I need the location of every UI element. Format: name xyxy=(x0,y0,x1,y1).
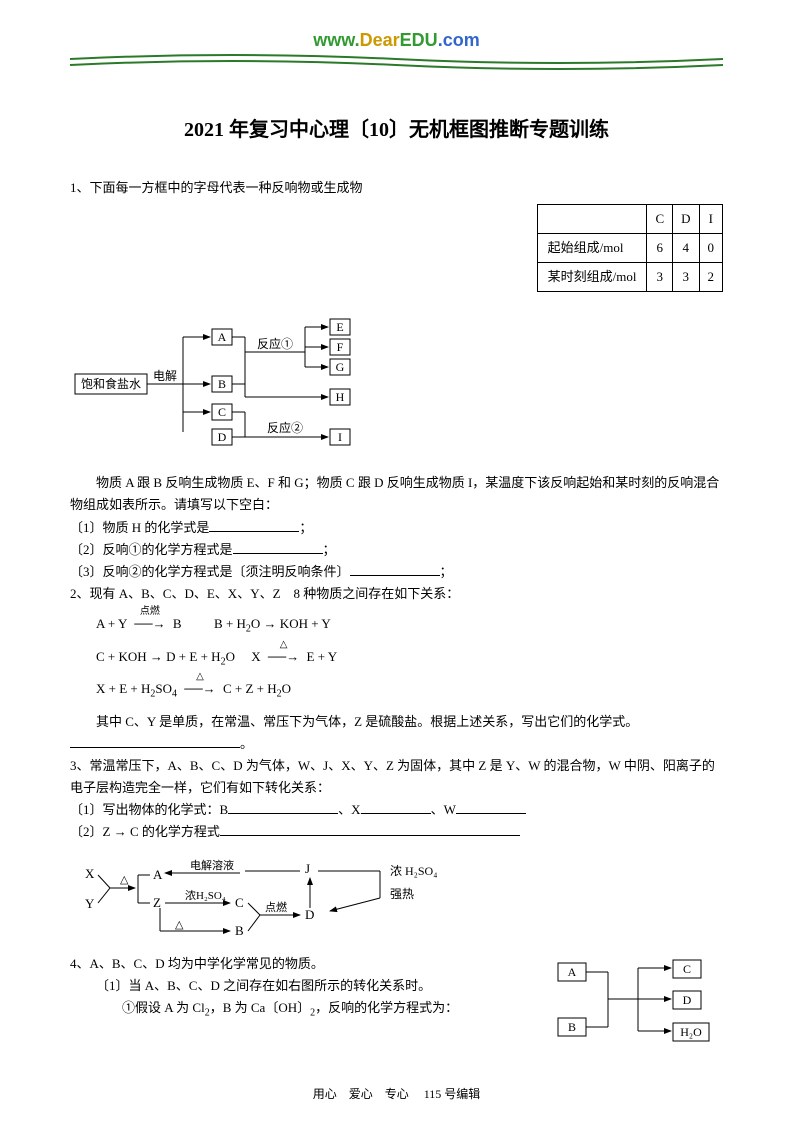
svg-text:C: C xyxy=(683,962,691,976)
url-edu: EDU xyxy=(400,30,438,50)
arrow-burning: 点燃──→ xyxy=(130,613,169,635)
url-www: www. xyxy=(313,30,359,50)
q1-g: G xyxy=(336,360,345,374)
q1-start: 饱和食盐水 xyxy=(81,376,141,391)
svg-text:△: △ xyxy=(120,874,129,886)
q4-diagram: A B C D H₂O xyxy=(553,953,723,1048)
url-dear: Dear xyxy=(360,30,400,50)
q2-eq-line3: X + E + H2SO4 △──→ C + Z + H2O xyxy=(96,678,723,703)
svg-text:C: C xyxy=(235,895,244,910)
table-header-blank xyxy=(537,205,647,234)
q3-sub2: 〔2〕Z → C 的化学方程式 xyxy=(70,821,723,843)
q1-sub1: 〔1〕物质 H 的化学式是； xyxy=(70,517,723,539)
q3-sub1: 〔1〕写出物体的化学式：B、X、W xyxy=(70,799,723,821)
table-r1c0: 3 xyxy=(647,263,673,292)
svg-text:浓H₂SO₄: 浓H₂SO₄ xyxy=(185,889,226,902)
page: www.DearEDU.com 2021 年复习中心理〔10〕无机框图推断专题训… xyxy=(0,0,793,1122)
q1-sub2: 〔2〕反响①的化学方程式是； xyxy=(70,539,723,561)
page-title: 2021 年复习中心理〔10〕无机框图推断专题训练 xyxy=(70,113,723,142)
q1-f: F xyxy=(337,340,344,354)
body: 1、下面每一方框中的字母代表一种反响物或生成物 C D I 起始组成/mol 6… xyxy=(70,177,723,1048)
table-header-i: I xyxy=(699,205,723,234)
q1-electrolysis: 电解 xyxy=(153,369,177,383)
svg-text:D: D xyxy=(683,993,692,1007)
q2-eq-line2: C + KOH → D + E + H2O X △──→ E + Y xyxy=(96,646,723,671)
table-row0-label: 起始组成/mol xyxy=(537,234,647,263)
svg-text:△: △ xyxy=(175,919,184,931)
svg-text:J: J xyxy=(305,861,310,876)
q3-diagram: X Y △ A Z 电解溶液 浓H₂SO₄ C △ B xyxy=(70,853,540,943)
svg-text:X: X xyxy=(85,866,95,881)
q1-h: H xyxy=(336,390,345,404)
q1-a: A xyxy=(218,330,227,344)
q1-rx1: 反应① xyxy=(257,336,293,351)
svg-text:浓 H₂SO₄: 浓 H₂SO₄ xyxy=(390,864,437,878)
svg-text:B: B xyxy=(568,1020,576,1034)
svg-text:B: B xyxy=(235,923,244,938)
url-dotcom: .com xyxy=(438,30,480,50)
svg-text:H₂O: H₂O xyxy=(680,1025,702,1039)
q1-sub3: 〔3〕反响②的化学方程式是〔须注明反响条件〕； xyxy=(70,561,723,583)
svg-text:电解溶液: 电解溶液 xyxy=(190,858,234,872)
q3-stem: 3、常温常压下，A、B、C、D 为气体，W、J、X、Y、Z 为固体，其中 Z 是… xyxy=(70,755,723,799)
q2-blank: 。 xyxy=(70,733,723,755)
q1-e: E xyxy=(336,320,343,334)
svg-text:Y: Y xyxy=(85,896,95,911)
svg-text:点燃: 点燃 xyxy=(265,900,287,914)
header-url: www.DearEDU.com xyxy=(70,30,723,51)
table-r0c2: 0 xyxy=(699,234,723,263)
q1-para: 物质 A 跟 B 反响生成物质 E、F 和 G；物质 C 跟 D 反响生成物质 … xyxy=(70,472,723,516)
q1-diagram: 饱和食盐水 电解 A B C D 反应① xyxy=(70,312,430,462)
header-divider xyxy=(70,53,723,73)
table-header-c: C xyxy=(647,205,673,234)
q1-rx2: 反应② xyxy=(267,420,303,435)
q1-table: C D I 起始组成/mol 6 4 0 某时刻组成/mol 3 3 2 xyxy=(537,204,723,292)
q1-d: D xyxy=(218,430,227,444)
q1-c: C xyxy=(218,405,226,419)
table-header-d: D xyxy=(673,205,699,234)
q2-para: 其中 C、Y 是单质，在常温、常压下为气体，Z 是硫酸盐。根据上述关系，写出它们… xyxy=(70,711,723,733)
arrow-delta-1: △──→ xyxy=(264,646,303,668)
svg-text:A: A xyxy=(568,965,577,979)
footer: 用心 爱心 专心 115 号编辑 xyxy=(0,1085,793,1102)
table-r1c2: 2 xyxy=(699,263,723,292)
q2-eq-line1: A + Y 点燃──→ B B + H2O → KOH + Y xyxy=(96,613,723,638)
q2-stem: 2、现有 A、B、C、D、E、X、Y、Z 8 种物质之间存在如下关系： xyxy=(70,583,723,605)
table-r0c1: 4 xyxy=(673,234,699,263)
svg-text:强热: 强热 xyxy=(390,887,414,901)
table-r0c0: 6 xyxy=(647,234,673,263)
table-r1c1: 3 xyxy=(673,263,699,292)
q1-i: I xyxy=(338,430,342,444)
q1-stem: 1、下面每一方框中的字母代表一种反响物或生成物 xyxy=(70,177,723,199)
q1-b: B xyxy=(218,377,226,391)
svg-text:D: D xyxy=(305,907,314,922)
arrow-delta-2: △──→ xyxy=(180,678,219,700)
svg-text:Z: Z xyxy=(153,895,161,910)
table-row1-label: 某时刻组成/mol xyxy=(537,263,647,292)
svg-text:A: A xyxy=(153,867,163,882)
